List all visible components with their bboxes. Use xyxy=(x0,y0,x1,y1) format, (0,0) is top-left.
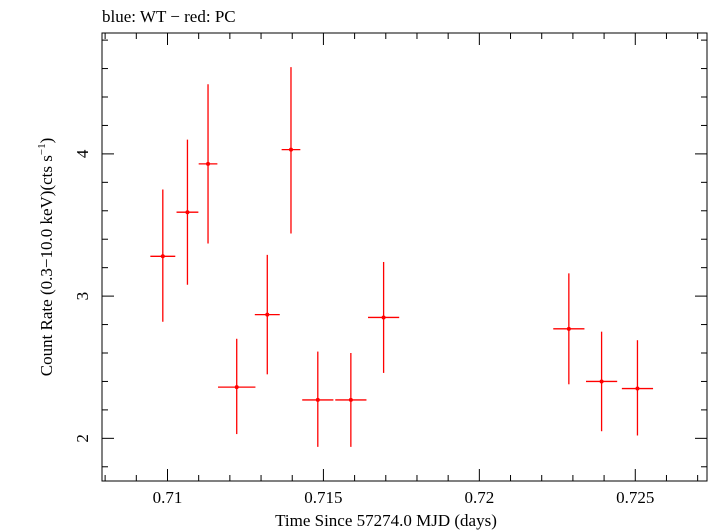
y-axis-label-tail: ) xyxy=(37,138,56,144)
point-marker xyxy=(265,312,270,317)
point-marker xyxy=(381,315,386,320)
data-point xyxy=(218,338,256,435)
point-marker xyxy=(315,397,320,402)
data-point xyxy=(176,139,199,285)
data-point xyxy=(621,340,654,436)
point-marker xyxy=(160,254,165,259)
point-marker xyxy=(566,326,571,331)
x-tick-label: 0.725 xyxy=(616,488,654,507)
point-marker xyxy=(288,147,293,152)
point-marker xyxy=(185,210,190,215)
data-point xyxy=(335,353,367,447)
y-tick-label: 2 xyxy=(73,434,92,443)
x-tick-label: 0.72 xyxy=(464,488,494,507)
axis-tick-labels: 0.71 0.715 0.72 0.725 2 3 4 xyxy=(73,149,654,507)
y-tick-label: 3 xyxy=(73,292,92,301)
y-axis-label-main: Count Rate (0.3−10.0 keV)(cts s xyxy=(37,155,56,376)
axis-ticks xyxy=(102,33,707,481)
data-points xyxy=(150,67,654,447)
data-point xyxy=(553,273,585,385)
plot-frame xyxy=(101,32,708,482)
point-marker xyxy=(348,397,353,402)
point-marker xyxy=(206,161,211,166)
chart-title: blue: WT − red: PC xyxy=(102,7,236,26)
point-marker xyxy=(234,385,239,390)
x-axis-label: Time Since 57274.0 MJD (days) xyxy=(275,511,497,530)
y-axis-label: Count Rate (0.3−10.0 keV)(cts s−1) xyxy=(36,138,56,377)
data-point xyxy=(302,351,334,447)
y-tick-label: 4 xyxy=(73,149,92,158)
point-marker xyxy=(635,386,640,391)
y-axis-label-superscript: −1 xyxy=(36,143,48,155)
data-point xyxy=(368,261,400,373)
point-marker xyxy=(599,379,604,384)
data-point xyxy=(586,331,618,432)
data-point xyxy=(254,254,280,375)
data-point xyxy=(281,67,301,234)
x-tick-label: 0.715 xyxy=(304,488,342,507)
x-tick-label: 0.71 xyxy=(153,488,183,507)
data-point xyxy=(150,189,176,322)
data-point xyxy=(198,84,218,244)
